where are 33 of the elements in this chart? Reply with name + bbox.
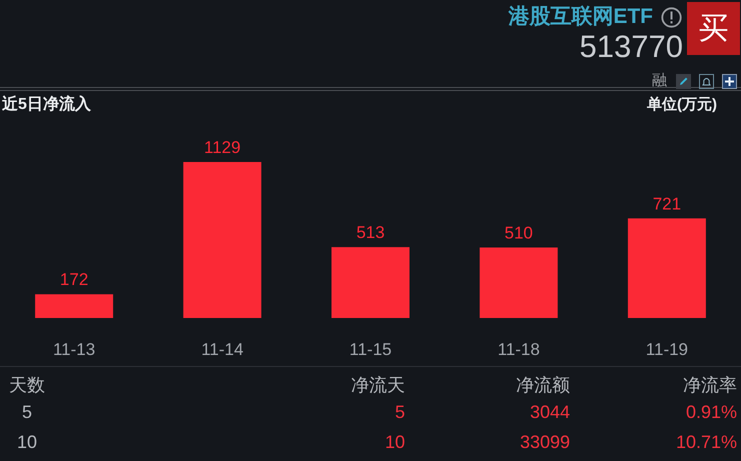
x-tick-label: 11-18 (498, 340, 540, 359)
bar (183, 162, 262, 318)
bar (480, 248, 558, 318)
text: 5 (22, 402, 32, 422)
chart-title: 港股互联网ETF (508, 5, 653, 28)
data-label: 721 (652, 194, 682, 214)
data-label: 172 (60, 270, 88, 290)
text: 天数 (9, 375, 45, 395)
x-tick-label: 11-15 (349, 340, 392, 359)
text: 10 (384, 432, 405, 452)
x-tick-label: 11-14 (201, 340, 244, 359)
bar (332, 247, 410, 318)
chart-subtitle: 513770 (580, 29, 683, 64)
data-label: 513 (356, 223, 385, 242)
text: 33099 (520, 432, 570, 452)
text: 0.91% (686, 402, 737, 422)
text: 净流额 (516, 375, 570, 395)
text: 净流率 (683, 375, 737, 395)
text: 10.71% (676, 432, 737, 452)
text: 3044 (530, 402, 570, 422)
data-label: 1129 (204, 138, 241, 157)
x-tick-label: 11-13 (52, 340, 96, 359)
text: 近5日净流入 (2, 96, 91, 113)
text: 融 (652, 72, 667, 89)
bar (35, 294, 114, 318)
y-axis-title: 单位(万元) (647, 96, 717, 113)
data-label: 510 (504, 224, 533, 243)
bar (628, 218, 706, 318)
text: 净流天 (351, 375, 405, 395)
buy-button: 买 (687, 2, 740, 55)
x-tick-label: 11-19 (646, 340, 688, 359)
text: 5 (394, 402, 405, 422)
text: 10 (16, 432, 38, 452)
